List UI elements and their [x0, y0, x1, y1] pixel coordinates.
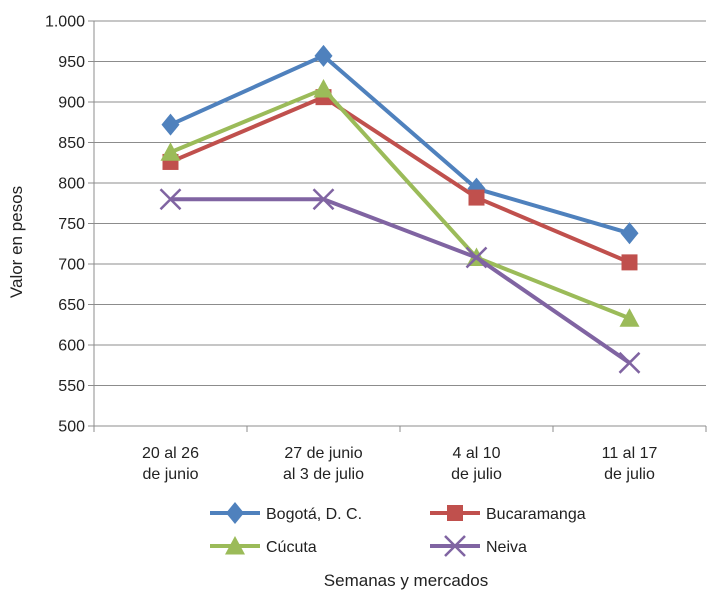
- series-line-bucaramanga: [169, 95, 631, 265]
- legend-marker: [447, 505, 463, 521]
- legend-marker: [225, 536, 245, 555]
- x-axis-title: Semanas y mercados: [324, 571, 488, 590]
- legend-item-neiva: Neiva: [430, 535, 527, 557]
- data-point-bucaramanga: [621, 254, 638, 271]
- y-tick-label: 700: [58, 257, 85, 274]
- legend-item-bogota-d-c: Bogotá, D. C.: [210, 502, 362, 524]
- data-point-cucuta: [619, 308, 640, 327]
- series-bucaramanga: [162, 89, 638, 271]
- y-tick-label: 850: [58, 135, 85, 152]
- x-tick-label: 20 al 26 de junio: [142, 445, 199, 483]
- y-tick-label: 650: [58, 297, 85, 314]
- y-tick-label: 900: [58, 95, 85, 112]
- series-bogota-d-c: [161, 44, 639, 245]
- series-neiva: [159, 188, 641, 374]
- x-tick-label: 27 de junio al 3 de julio: [283, 445, 364, 483]
- data-point-bogota-d-c: [161, 113, 180, 136]
- data-point-neiva: [159, 188, 182, 211]
- data-point-bogota-d-c: [620, 222, 639, 245]
- y-tick-label: 600: [58, 338, 85, 355]
- x-tick-labels: 20 al 26 de junio 27 de junio al 3 de julio…: [142, 445, 657, 483]
- legend-marker: [225, 502, 245, 524]
- legend: Bogotá, D. C. Bucaramanga Cúcuta Neiva: [210, 502, 586, 557]
- data-point-neiva: [618, 351, 641, 374]
- y-tick-labels: 500 550 600 650 700 750 800 850 900 950 1.000: [45, 14, 85, 436]
- data-point-neiva: [465, 246, 488, 269]
- legend-label: Cúcuta: [266, 539, 317, 556]
- data-point-cucuta: [160, 142, 181, 161]
- legend-label: Neiva: [486, 539, 527, 556]
- data-point-bogota-d-c: [314, 44, 333, 67]
- series-line-bogota-d-c: [169, 53, 631, 236]
- y-tick-label: 550: [58, 378, 85, 395]
- series-line-cucuta: [169, 87, 631, 321]
- y-tick-label: 500: [58, 419, 85, 436]
- y-tick-label: 750: [58, 216, 85, 233]
- data-point-bucaramanga: [468, 189, 485, 206]
- legend-label: Bogotá, D. C.: [266, 506, 362, 523]
- x-tick-label: 4 al 10 de julio: [451, 445, 502, 483]
- legend-marker: [444, 535, 466, 557]
- legend-label: Bucaramanga: [486, 506, 586, 523]
- data-point-bogota-d-c: [467, 177, 486, 200]
- grid-lines: [94, 20, 706, 427]
- axes: [88, 20, 707, 432]
- data-point-neiva: [312, 188, 335, 211]
- legend-item-cucuta: Cúcuta: [210, 536, 317, 556]
- x-tick-label: 11 al 17 de julio: [602, 445, 658, 483]
- series-cucuta: [160, 79, 640, 327]
- legend-item-bucaramanga: Bucaramanga: [430, 505, 586, 523]
- y-tick-label: 950: [58, 54, 85, 71]
- y-tick-label: 1.000: [45, 14, 85, 31]
- series-line-neiva: [170, 197, 631, 365]
- series-group: [159, 44, 641, 374]
- data-point-cucuta: [313, 79, 334, 98]
- y-axis-title: Valor en pesos: [7, 186, 26, 298]
- y-tick-label: 800: [58, 176, 85, 193]
